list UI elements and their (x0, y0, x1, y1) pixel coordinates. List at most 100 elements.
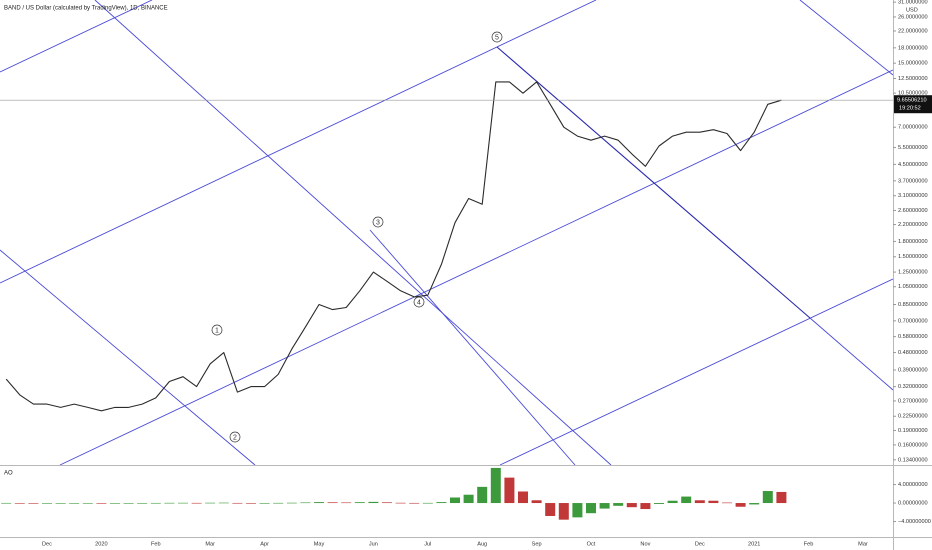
x-tick-label: Jun (369, 541, 378, 547)
ao-bar (640, 503, 651, 510)
ao-bar (450, 497, 460, 504)
ao-bar (490, 467, 501, 504)
ao-bar (613, 503, 624, 506)
indicator-y-tick-label: 4.00000000 (898, 482, 928, 488)
x-tick-label: Jul (424, 541, 431, 547)
currency-label: USD (906, 7, 918, 13)
ao-bar (654, 503, 664, 504)
y-tick-label: 0.48000000 (898, 350, 928, 356)
wave-marker (229, 431, 241, 443)
last-price-box (894, 95, 932, 114)
trend-line (0, 249, 256, 466)
y-tick-label: 7.00000000 (898, 125, 928, 131)
trend-line (0, 0, 597, 284)
ao-bar (178, 502, 188, 504)
y-tick-label: 0.32000000 (898, 384, 928, 390)
ao-bar (246, 503, 256, 504)
ao-bar (82, 502, 93, 504)
ao-bar (722, 502, 732, 504)
wave-label: 4 (417, 299, 421, 306)
y-tick-label: 0.19000000 (898, 428, 928, 434)
ao-bar (694, 500, 705, 504)
ao-bar (599, 503, 610, 509)
indicator-y-tick-label: −4.00000000 (898, 519, 931, 525)
trend-line (499, 278, 894, 466)
trend-line (799, 0, 894, 76)
x-tick-label: Mar (858, 541, 868, 547)
x-tick-label: 2021 (748, 541, 760, 547)
y-tick-label: 15.0000000 (898, 61, 928, 67)
y-tick-label: 1.80000000 (898, 239, 928, 245)
ao-bar (42, 503, 52, 504)
trend-line (496, 46, 811, 319)
x-tick-label: Mar (205, 541, 215, 547)
y-tick-label: 0.27000000 (898, 398, 928, 404)
ao-bar (137, 502, 148, 504)
ao-bar (477, 486, 488, 504)
wave-label: 5 (495, 34, 499, 41)
countdown-label: 19:20:52 (899, 106, 921, 112)
y-tick-label: 0.85000000 (898, 302, 928, 308)
x-tick-label: 2020 (95, 541, 107, 547)
trend-line (369, 229, 576, 466)
ao-bar (286, 502, 297, 504)
wave-label: 1 (215, 327, 219, 334)
ao-bar (232, 502, 243, 504)
y-tick-label: 18.0000000 (898, 45, 928, 51)
indicator-title: AO (4, 471, 13, 477)
ao-bar (28, 503, 39, 504)
y-tick-label: 1.05000000 (898, 284, 928, 290)
ao-bar (436, 502, 447, 504)
ao-bar (558, 503, 569, 520)
ao-bar (1, 502, 12, 504)
wave-marker (211, 324, 223, 336)
y-tick-label: 22.0000000 (898, 28, 928, 34)
price-line (5, 81, 782, 412)
ao-bar (504, 477, 515, 504)
y-tick-label: 3.10000000 (898, 193, 928, 199)
ao-bar (55, 503, 66, 504)
y-tick-label: 1.25000000 (898, 270, 928, 276)
ao-bar (191, 502, 202, 504)
wave-marker (372, 216, 384, 228)
trend-line (0, 0, 153, 73)
ao-bar (395, 502, 406, 504)
y-tick-label: 5.50000000 (898, 145, 928, 151)
ao-bar (382, 502, 392, 504)
y-tick-label: 3.70000000 (898, 178, 928, 184)
x-tick-label: Nov (640, 541, 650, 547)
y-tick-label: 26.0000000 (898, 14, 928, 20)
ao-bar (110, 503, 120, 504)
ao-bar (14, 502, 25, 504)
ao-bar (626, 503, 637, 508)
ao-bar (708, 500, 719, 504)
x-tick-label: Dec (695, 541, 705, 547)
x-tick-label: May (314, 541, 325, 547)
y-tick-label: 0.58000000 (898, 334, 928, 340)
x-tick-label: Feb (804, 541, 814, 547)
last-price-label: 9.65506210 (897, 98, 927, 104)
ao-bar (205, 502, 216, 504)
ao-bar (368, 501, 379, 504)
ao-bar (300, 502, 311, 504)
ao-bar (164, 502, 175, 504)
ao-bar (518, 491, 528, 504)
y-tick-label: 31.0000000 (898, 0, 928, 6)
ao-bar (354, 502, 365, 504)
ao-bar (218, 502, 229, 504)
trend-line (59, 69, 894, 466)
ao-bar (586, 503, 596, 514)
wave-marker (491, 31, 503, 43)
trend-line (94, 0, 612, 466)
x-tick-label: Aug (477, 541, 487, 547)
x-tick-label: Apr (260, 541, 269, 547)
ao-bar (749, 503, 760, 505)
y-tick-label: 4.50000000 (898, 162, 928, 168)
ao-bar (531, 500, 542, 504)
wave-marker (413, 296, 425, 308)
ao-bar (776, 491, 787, 504)
ao-bar (273, 502, 284, 504)
x-tick-label: Feb (151, 541, 161, 547)
